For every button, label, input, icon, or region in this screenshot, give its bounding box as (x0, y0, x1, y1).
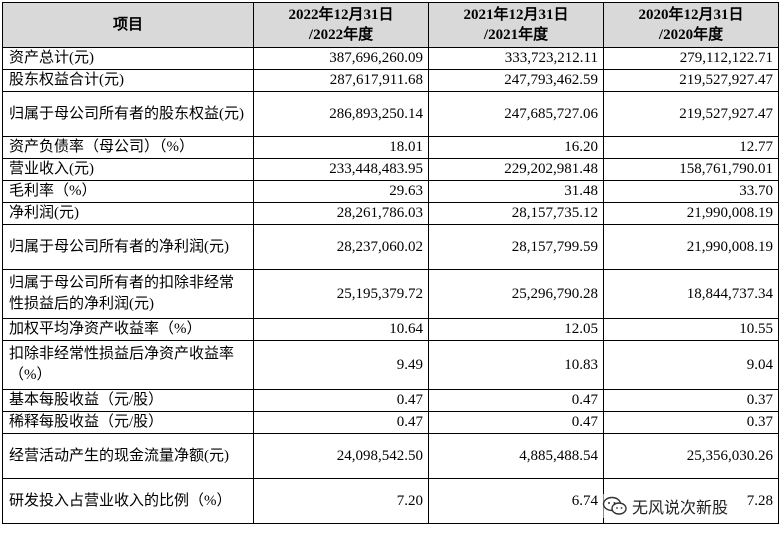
header-2020: 2020年12月31日 /2020年度 (603, 2, 779, 48)
table-row: 归属于母公司所有者的净利润(元) 28,237,060.02 28,157,79… (2, 224, 779, 270)
row-label: 扣除非经常性损益后净资产收益率（%） (2, 340, 254, 390)
value-2022: 28,261,786.03 (253, 202, 429, 225)
value-2022: 29.63 (253, 180, 429, 203)
table-row: 扣除非经常性损益后净资产收益率（%） 9.49 10.83 9.04 (2, 340, 779, 390)
value-2021: 247,793,462.59 (428, 69, 604, 92)
table-row: 经营活动产生的现金流量净额(元) 24,098,542.50 4,885,488… (2, 433, 779, 479)
value-2020: 21,990,008.19 (603, 202, 779, 225)
table-row: 股东权益合计(元) 287,617,911.68 247,793,462.59 … (2, 69, 779, 92)
value-2020: 279,112,122.71 (603, 47, 779, 70)
row-label: 稀释每股收益（元/股） (2, 411, 254, 434)
header-2022-line1: 2022年12月31日 (288, 7, 394, 23)
row-label: 资产总计(元) (2, 47, 254, 70)
row-label: 加权平均净资产收益率（%） (2, 318, 254, 341)
value-2021: 28,157,735.12 (428, 202, 604, 225)
value-2022: 10.64 (253, 318, 429, 341)
value-2020: 10.55 (603, 318, 779, 341)
value-2022: 387,696,260.09 (253, 47, 429, 70)
watermark-text: 无风说次新股 (632, 498, 729, 517)
value-2020: 12.77 (603, 136, 779, 159)
financial-data-table: 项目 2022年12月31日 /2022年度 2021年12月31日 /2021… (2, 2, 779, 524)
value-2022: 9.49 (253, 340, 429, 390)
value-2021: 229,202,981.48 (428, 158, 604, 181)
value-2022: 25,195,379.72 (253, 269, 429, 319)
header-item: 项目 (2, 2, 254, 48)
row-label: 归属于母公司所有者的净利润(元) (2, 224, 254, 270)
table-row: 毛利率（%） 29.63 31.48 33.70 (2, 180, 779, 203)
value-2020: 219,527,927.47 (603, 91, 779, 137)
value-2021: 0.47 (428, 411, 604, 434)
value-2021: 10.83 (428, 340, 604, 390)
value-2022: 18.01 (253, 136, 429, 159)
table-row: 归属于母公司所有者的股东权益(元) 286,893,250.14 247,685… (2, 91, 779, 137)
table-row: 资产总计(元) 387,696,260.09 333,723,212.11 27… (2, 47, 779, 70)
header-2022-line2: /2022年度 (308, 27, 374, 43)
header-2021: 2021年12月31日 /2021年度 (428, 2, 604, 48)
table-row: 稀释每股收益（元/股） 0.47 0.47 0.37 (2, 411, 779, 434)
value-2020: 25,356,030.26 (603, 433, 779, 479)
row-label: 归属于母公司所有者的扣除非经常性损益后的净利润(元) (2, 269, 254, 319)
value-2020: 219,527,927.47 (603, 69, 779, 92)
row-label: 营业收入(元) (2, 158, 254, 181)
row-label: 归属于母公司所有者的股东权益(元) (2, 91, 254, 137)
header-2021-line2: /2021年度 (483, 27, 549, 43)
table-body: 资产总计(元) 387,696,260.09 333,723,212.11 27… (2, 47, 779, 524)
row-label: 毛利率（%） (2, 180, 254, 203)
value-2021: 333,723,212.11 (428, 47, 604, 70)
wechat-icon (602, 496, 628, 516)
header-2020-line1: 2020年12月31日 (638, 7, 744, 23)
value-2020: 21,990,008.19 (603, 224, 779, 270)
value-2022: 28,237,060.02 (253, 224, 429, 270)
value-2021: 16.20 (428, 136, 604, 159)
row-label: 经营活动产生的现金流量净额(元) (2, 433, 254, 479)
value-2021: 31.48 (428, 180, 604, 203)
value-2020: 0.37 (603, 389, 779, 412)
value-2022: 7.20 (253, 478, 429, 524)
value-2021: 247,685,727.06 (428, 91, 604, 137)
header-item-label: 项目 (112, 17, 143, 33)
header-row: 项目 2022年12月31日 /2022年度 2021年12月31日 /2021… (2, 2, 779, 48)
row-label: 基本每股收益（元/股） (2, 389, 254, 412)
header-2020-line2: /2020年度 (658, 27, 724, 43)
value-2020: 0.37 (603, 411, 779, 434)
row-label: 股东权益合计(元) (2, 69, 254, 92)
watermark: 无风说次新股 (600, 494, 731, 518)
value-2021: 12.05 (428, 318, 604, 341)
table-row: 基本每股收益（元/股） 0.47 0.47 0.37 (2, 389, 779, 412)
value-2022: 287,617,911.68 (253, 69, 429, 92)
value-2021: 4,885,488.54 (428, 433, 604, 479)
table-row: 归属于母公司所有者的扣除非经常性损益后的净利润(元) 25,195,379.72… (2, 269, 779, 319)
value-2022: 233,448,483.95 (253, 158, 429, 181)
value-2022: 24,098,542.50 (253, 433, 429, 479)
header-2022: 2022年12月31日 /2022年度 (253, 2, 429, 48)
value-2021: 25,296,790.28 (428, 269, 604, 319)
table-row: 净利润(元) 28,261,786.03 28,157,735.12 21,99… (2, 202, 779, 225)
value-2022: 0.47 (253, 411, 429, 434)
value-2022: 0.47 (253, 389, 429, 412)
value-2020: 158,761,790.01 (603, 158, 779, 181)
table-row: 资产负债率（母公司）（%） 18.01 16.20 12.77 (2, 136, 779, 159)
row-label: 研发投入占营业收入的比例（%） (2, 478, 254, 524)
value-2021: 6.74 (428, 478, 604, 524)
value-2022: 286,893,250.14 (253, 91, 429, 137)
value-2020: 9.04 (603, 340, 779, 390)
value-2020: 18,844,737.34 (603, 269, 779, 319)
row-label: 资产负债率（母公司）（%） (2, 136, 254, 159)
table-row: 加权平均净资产收益率（%） 10.64 12.05 10.55 (2, 318, 779, 341)
table-row: 营业收入(元) 233,448,483.95 229,202,981.48 15… (2, 158, 779, 181)
value-2020: 33.70 (603, 180, 779, 203)
value-2021: 0.47 (428, 389, 604, 412)
table-header: 项目 2022年12月31日 /2022年度 2021年12月31日 /2021… (2, 2, 779, 48)
row-label: 净利润(元) (2, 202, 254, 225)
value-2021: 28,157,799.59 (428, 224, 604, 270)
header-2021-line1: 2021年12月31日 (463, 7, 569, 23)
